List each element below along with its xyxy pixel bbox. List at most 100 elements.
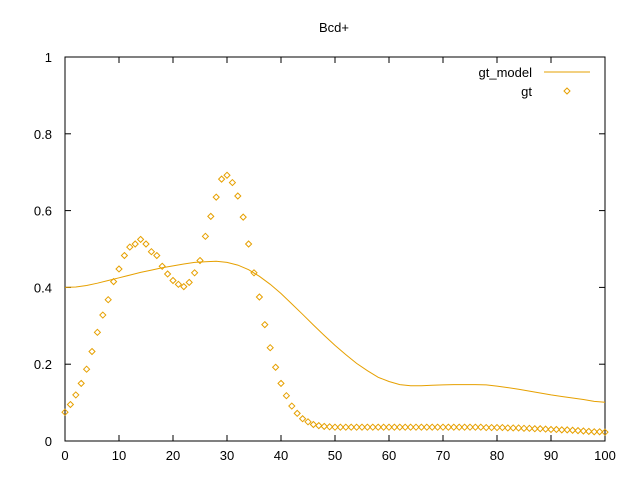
data-point xyxy=(579,427,588,435)
data-point xyxy=(282,391,291,400)
data-point xyxy=(212,193,220,201)
y-tick-label: 0 xyxy=(45,434,52,449)
data-point xyxy=(547,425,555,434)
data-point xyxy=(444,423,453,431)
data-point xyxy=(174,280,183,289)
data-point xyxy=(406,423,415,431)
data-point xyxy=(244,240,253,248)
data-point xyxy=(417,423,426,431)
x-tick-label: 0 xyxy=(61,448,68,463)
data-point xyxy=(158,262,166,270)
data-point xyxy=(590,428,598,436)
data-point xyxy=(514,424,523,432)
series-line-gt-model xyxy=(64,260,606,403)
data-point xyxy=(439,423,447,431)
y-tick-label: 0.8 xyxy=(34,127,52,142)
data-point xyxy=(552,425,561,434)
data-point xyxy=(66,400,75,409)
x-tick-label: 90 xyxy=(544,448,558,463)
data-point xyxy=(298,415,307,423)
x-tick-label: 60 xyxy=(382,448,396,463)
data-point xyxy=(293,409,301,418)
data-point xyxy=(228,178,237,187)
data-point xyxy=(336,423,345,431)
data-point xyxy=(163,270,172,278)
data-point xyxy=(477,423,485,431)
data-point xyxy=(61,408,69,416)
plot-area: 0 10 20 30 40 50 60 70 80 90 100 0 0.2 0.4 0.6 0.8 1 xyxy=(34,50,616,463)
data-point xyxy=(460,423,469,431)
data-point xyxy=(531,425,539,433)
data-point xyxy=(595,428,604,436)
data-point xyxy=(450,423,458,431)
data-point xyxy=(266,343,274,352)
data-point xyxy=(147,247,156,256)
data-point xyxy=(315,421,323,430)
data-point xyxy=(185,278,193,287)
data-point xyxy=(136,235,145,244)
data-point xyxy=(104,295,112,304)
data-point xyxy=(234,192,242,200)
x-tick-label: 50 xyxy=(328,448,342,463)
series-layer xyxy=(61,171,609,436)
data-point xyxy=(277,379,285,388)
data-point xyxy=(455,423,463,431)
x-tick-label: 40 xyxy=(274,448,288,463)
data-point xyxy=(493,423,501,432)
data-point xyxy=(498,423,507,432)
data-point xyxy=(99,311,107,319)
data-point xyxy=(331,423,339,431)
data-point xyxy=(471,423,480,431)
data-point xyxy=(142,240,150,248)
data-point xyxy=(77,379,85,388)
legend-label-gt-model: gt_model xyxy=(479,65,533,80)
data-point xyxy=(412,423,420,431)
data-point xyxy=(433,423,442,431)
chart-title: Bcd+ xyxy=(319,20,349,35)
data-point xyxy=(401,423,409,431)
data-point xyxy=(72,391,80,399)
x-tick-label: 20 xyxy=(166,448,180,463)
data-point xyxy=(120,251,129,260)
data-point xyxy=(509,424,517,432)
data-point xyxy=(131,240,139,248)
data-point xyxy=(239,213,247,221)
data-point xyxy=(423,423,431,431)
data-point xyxy=(255,293,264,301)
data-point xyxy=(342,423,350,431)
data-point xyxy=(363,423,372,431)
data-point xyxy=(223,171,231,179)
y-tick-label: 1 xyxy=(45,50,52,65)
data-point xyxy=(585,427,593,436)
data-point xyxy=(169,276,177,285)
data-point xyxy=(374,423,382,431)
data-point xyxy=(487,423,496,432)
data-point xyxy=(396,423,404,431)
data-point xyxy=(369,423,377,431)
data-point xyxy=(601,428,609,436)
data-point xyxy=(309,420,318,429)
data-point xyxy=(385,423,393,431)
data-point xyxy=(88,347,96,356)
data-point xyxy=(288,402,296,410)
data-point xyxy=(109,277,118,286)
series-gt xyxy=(61,171,609,436)
x-tick-label: 10 xyxy=(112,448,126,463)
data-point xyxy=(568,426,577,434)
data-point xyxy=(196,256,204,265)
data-point xyxy=(325,423,334,431)
data-point xyxy=(428,423,436,431)
data-point xyxy=(536,425,544,433)
data-point xyxy=(525,424,534,433)
data-point xyxy=(520,424,528,433)
legend-swatch-point xyxy=(563,87,571,95)
legend-label-gt: gt xyxy=(521,84,532,99)
data-point xyxy=(347,423,355,431)
data-point xyxy=(250,269,258,277)
data-point xyxy=(320,422,328,431)
data-point xyxy=(358,423,366,431)
data-point xyxy=(207,212,215,221)
data-point xyxy=(82,365,91,373)
